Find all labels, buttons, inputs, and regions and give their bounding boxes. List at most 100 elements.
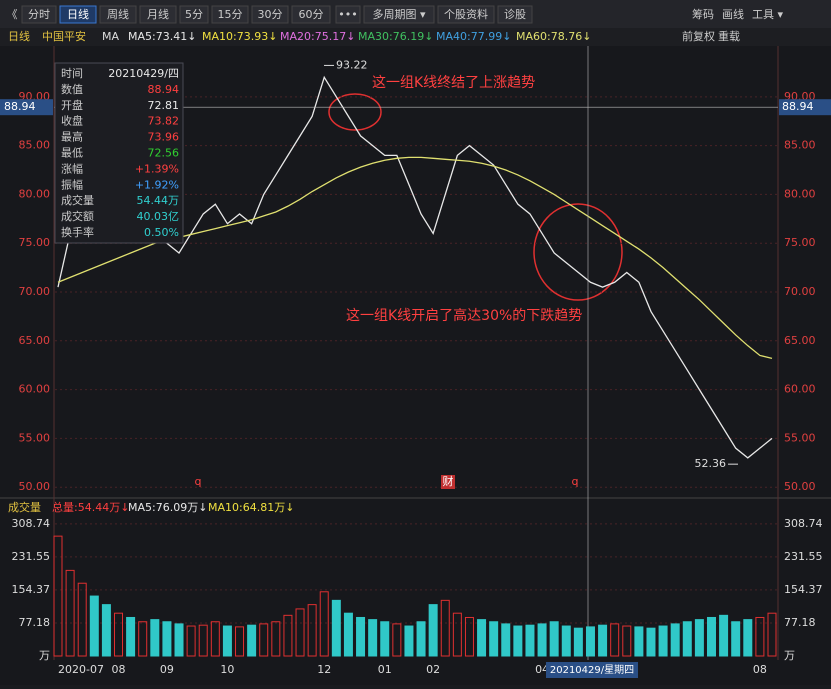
info-box — [54, 62, 184, 244]
info-key: 换手率 — [61, 225, 94, 239]
ma-legend: MA40:77.99↓ — [436, 30, 511, 43]
toolbar-button[interactable] — [363, 5, 435, 24]
y-tick-label: 万 — [39, 649, 50, 662]
infobar-option[interactable]: 重载 — [718, 29, 740, 43]
y-tick-label: 65.00 — [784, 334, 816, 347]
y-tick-label: 55.00 — [19, 431, 51, 444]
info-key: 最高 — [61, 130, 83, 144]
toolbar-label[interactable]: 日线 — [67, 7, 89, 21]
toolbar-label[interactable]: 筹码 — [692, 7, 714, 21]
info-key: 数值 — [61, 83, 83, 96]
volume-bar — [259, 623, 269, 657]
info-key: 最低 — [61, 147, 83, 160]
info-value: +1.92% — [135, 178, 179, 191]
x-tick-label: 08 — [753, 663, 767, 676]
toolbar-button[interactable] — [179, 5, 209, 24]
y-tick-label: 65.00 — [19, 334, 51, 347]
event-marker-bg — [441, 475, 455, 489]
toolbar-button[interactable] — [139, 5, 177, 24]
annotation: 这一组K线终结了上涨趋势 — [372, 74, 535, 91]
toolbar-button[interactable] — [437, 5, 495, 24]
volume-bar — [295, 608, 305, 657]
volume-bar — [114, 612, 124, 657]
y-tick-label: 50.00 — [784, 480, 816, 493]
x-tick-label: 12 — [317, 663, 331, 676]
stock-name: 中国平安 — [42, 29, 86, 43]
volume-bar — [404, 625, 414, 657]
y-tick-label: 85.00 — [784, 139, 816, 152]
x-tick-label: 09 — [160, 663, 174, 676]
y-tick-label: 231.55 — [12, 550, 51, 563]
volume-bar — [670, 623, 680, 657]
y-tick-label: 75.00 — [784, 236, 816, 249]
toolbar-label[interactable]: 30分 — [258, 8, 283, 21]
ma-legend: MA30:76.19↓ — [358, 30, 433, 43]
event-marker[interactable]: q — [572, 475, 579, 488]
volume-bar — [162, 621, 172, 657]
toolbar-button[interactable] — [251, 5, 289, 24]
volume-bar — [356, 616, 366, 657]
volume-bar — [380, 621, 390, 657]
volume-bar — [368, 619, 378, 657]
toolbar-label[interactable]: 诊股 — [504, 7, 526, 21]
info-value: +1.39% — [135, 162, 179, 175]
toolbar-button[interactable] — [211, 5, 249, 24]
toolbar-label[interactable]: 工具 ▾ — [752, 8, 783, 21]
ma-legend: MA10:73.93↓ — [202, 30, 277, 43]
volume-bar — [634, 626, 644, 657]
y-tick-label: 308.74 — [12, 517, 51, 530]
toolbar-button[interactable] — [59, 5, 97, 24]
info-key: 涨幅 — [61, 162, 83, 175]
toolbar-button[interactable] — [99, 5, 137, 24]
volume-bar — [174, 623, 184, 657]
volume-bar — [343, 612, 353, 657]
event-marker[interactable]: 财 — [443, 474, 454, 488]
volume-bar — [428, 604, 438, 657]
volume-title: 成交量 — [8, 500, 41, 514]
y-tick-label: 308.74 — [784, 517, 823, 530]
date-tag-label: 20210429/星期四 — [550, 664, 634, 676]
toolbar-button[interactable] — [291, 5, 331, 24]
toolbar-label[interactable]: 月线 — [147, 7, 169, 21]
volume-bar — [65, 569, 75, 657]
toolbar-label[interactable]: 个股资料 — [444, 7, 488, 21]
highlight-circle — [328, 93, 382, 131]
period-label: 日线 — [8, 29, 30, 43]
toolbar-label[interactable]: 多周期图 ▾ — [372, 7, 425, 21]
volume-legend: MA5:76.09万↓ — [128, 501, 207, 514]
info-value: 88.94 — [148, 83, 180, 96]
ma-legend: MA5:73.41↓ — [128, 30, 196, 43]
toolbar-button[interactable] — [497, 5, 533, 24]
x-tick-label: 01 — [378, 663, 392, 676]
toolbar-label[interactable]: 《 — [7, 8, 18, 21]
toolbar-label[interactable]: 15分 — [218, 8, 243, 21]
toolbar-label[interactable]: 周线 — [107, 7, 129, 21]
volume-bar — [186, 625, 196, 657]
toolbar-label[interactable]: ••• — [338, 8, 357, 21]
price-line — [57, 75, 773, 459]
volume-bar — [731, 621, 741, 657]
toolbar-button[interactable] — [335, 5, 361, 24]
x-tick-label: 2020-07 — [58, 663, 104, 676]
event-marker[interactable]: q — [195, 475, 202, 488]
infobar-option[interactable]: 前复权 — [682, 29, 715, 43]
volume-bar — [622, 625, 632, 657]
toolbar-label[interactable]: 60分 — [299, 8, 324, 21]
info-value: 73.82 — [148, 115, 180, 128]
price-tag — [0, 99, 53, 116]
toolbar-label[interactable]: 画线 — [722, 7, 744, 21]
volume-bar — [392, 623, 402, 657]
toolbar-label[interactable]: 5分 — [185, 8, 203, 21]
volume-bar — [77, 582, 87, 657]
y-tick-label: 万 — [784, 649, 795, 662]
toolbar-button[interactable] — [21, 5, 57, 24]
y-tick-label: 231.55 — [784, 550, 823, 563]
y-tick-label: 80.00 — [784, 187, 816, 200]
y-tick-label: 80.00 — [19, 187, 51, 200]
y-tick-label: 85.00 — [19, 139, 51, 152]
volume-bar — [307, 604, 317, 657]
price-tag-label: 88.94 — [4, 100, 36, 113]
toolbar-label[interactable]: 分时 — [28, 8, 50, 21]
volume-legend: MA10:64.81万↓ — [208, 501, 294, 514]
